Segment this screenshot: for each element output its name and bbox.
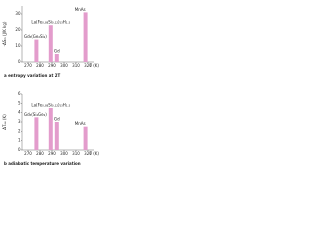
y-tick-label: 4 <box>18 110 21 115</box>
bar-label: Gd <box>54 49 60 54</box>
bar-label: La(Fe₀.₈₈Si₀.₁₂)₁₃H₁.₅ <box>31 103 70 108</box>
x-tick-label: 280 <box>36 151 44 156</box>
bar-label: MnAs <box>75 7 86 12</box>
bar <box>34 39 39 62</box>
y-tick-label: 10 <box>15 43 21 48</box>
x-tick-label: 320 <box>84 151 92 156</box>
y-tick-label: 20 <box>15 27 21 32</box>
bar <box>83 12 88 62</box>
x-axis-label: T (K) <box>89 151 100 156</box>
bar-label: Gd₅(Si₂Ge₂) <box>24 112 47 117</box>
y-tick-label: 5 <box>18 100 21 105</box>
x-tick-label: 300 <box>60 151 68 156</box>
bar-label: La(Fe₀.₈₈Si₀.₁₂)₁₃H₁.₅ <box>31 20 70 25</box>
x-tick-label: 270 <box>24 151 32 156</box>
bar <box>34 117 39 150</box>
bar-label: Gd <box>54 117 60 122</box>
bar <box>83 126 88 150</box>
y-tick-label: 0 <box>18 147 21 152</box>
x-axis-label: T (K) <box>89 63 100 68</box>
caption: b adiabatic temperature variation <box>4 161 81 166</box>
x-tick-label: 270 <box>24 63 32 68</box>
x-tick-label: 290 <box>48 151 56 156</box>
x-tick-label: 310 <box>72 63 80 68</box>
bar <box>54 122 59 150</box>
bar <box>48 108 53 150</box>
x-tick-label: 300 <box>60 63 68 68</box>
bar-label: MnAs <box>75 121 86 126</box>
caption: a entropy variation at 2T <box>4 73 61 78</box>
y-axis-label: ΔTₐₔ (K) <box>2 114 7 130</box>
y-tick-label: 3 <box>18 119 21 124</box>
bar <box>48 25 53 62</box>
x-tick-label: 320 <box>84 63 92 68</box>
x-tick-label: 280 <box>36 63 44 68</box>
y-tick-label: 6 <box>18 91 21 96</box>
y-tick-label: 0 <box>18 59 21 64</box>
x-tick-label: 310 <box>72 151 80 156</box>
y-tick-label: 1 <box>18 138 21 143</box>
x-tick-label: 290 <box>48 63 56 68</box>
y-tick-label: 30 <box>15 11 21 16</box>
bar-label: Gd₅(Ge₂Si₂) <box>24 34 47 39</box>
y-axis-label: -ΔSₘ (J/K kg) <box>2 21 7 46</box>
y-tick-label: 2 <box>18 128 21 133</box>
bar <box>54 54 59 62</box>
